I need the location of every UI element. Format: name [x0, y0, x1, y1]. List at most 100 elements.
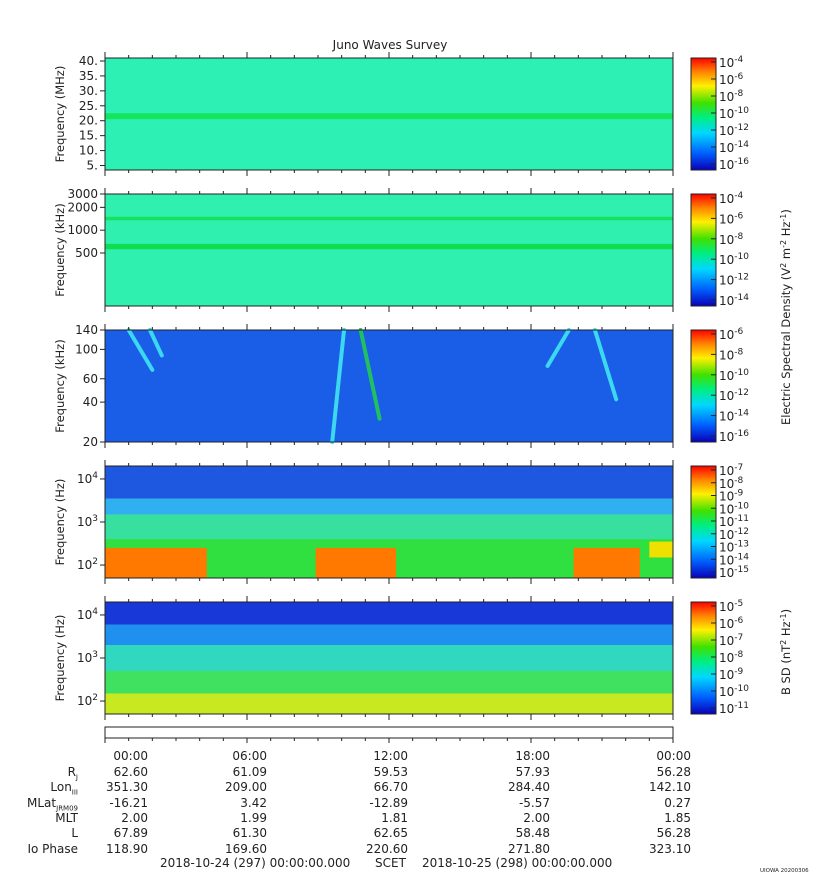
ephemeris-value: 61.30 — [232, 826, 267, 841]
colorbar-tick-label: 10-11 — [719, 701, 749, 716]
y-tick-label: 20. — [79, 114, 98, 128]
y-tick-label: 2000 — [67, 200, 98, 214]
ephemeris-row-label: L — [71, 826, 78, 841]
footer-end: 2018-10-25 (298) 00:00:00.000 — [422, 856, 613, 870]
spectral-band — [105, 113, 673, 120]
emission-segment — [315, 547, 397, 578]
y-axis-label: Frequency (kHz) — [53, 339, 67, 432]
spectral-band — [105, 624, 673, 646]
colorbar-tick-label: 10-8 — [719, 89, 744, 104]
colorbar-4: 10-710-810-910-1010-1110-1210-1310-1410-… — [690, 463, 749, 580]
colorbar-tick-label: 10-8 — [719, 347, 744, 362]
radio-emission-arc — [358, 328, 382, 421]
y-tick-label: 103 — [77, 650, 98, 665]
colorbar-2: 10-4 10-6 10-8 10-10 10-12 10-14 — [690, 191, 749, 308]
colorbar-tick-label: 10-10 — [719, 368, 749, 383]
ephemeris-value: -5.57 — [518, 795, 550, 810]
ephemeris-value: 2.00 — [121, 810, 148, 825]
magnetic-colorbar-label: B SD (nT2 Hz-1) — [779, 609, 794, 695]
colorbar-tick-label: 10-12 — [719, 388, 749, 403]
colorbar-tick-label: 10-6 — [719, 616, 744, 631]
y-tick-label: 25. — [79, 99, 98, 113]
panel-background — [105, 194, 673, 306]
y-tick-label: 20 — [83, 435, 98, 449]
colorbar-tick-label: 10-16 — [719, 157, 749, 172]
spectrogram-panel-1: 5.10.15.20.25.30.35.40. Frequency (MHz) 10… — [53, 52, 749, 176]
colorbar-tick-label: 10-8 — [719, 476, 744, 491]
ephemeris-row-label: RJ — [67, 765, 78, 782]
colorbar-gradient — [690, 601, 717, 715]
colorbar-tick-label: 10-4 — [719, 55, 744, 70]
ephemeris-value: 62.65 — [373, 826, 408, 841]
y-tick-label: 35. — [79, 69, 98, 83]
spectral-band — [105, 645, 673, 671]
y-tick-label: 10. — [79, 144, 98, 158]
colorbar-1: 10-4 10-6 10-8 10-10 10-12 10-14 10-16 — [690, 55, 749, 172]
ephemeris-value: 62.60 — [113, 765, 148, 779]
radio-emission-arc — [126, 328, 155, 372]
y-axis-label: Frequency (Hz) — [53, 615, 67, 702]
colorbar-gradient — [690, 193, 717, 307]
y-tick-label: 1000 — [67, 223, 98, 237]
colorbar-tick-label: 10-14 — [719, 293, 749, 308]
colorbar-tick-label: 10-6 — [719, 211, 744, 226]
colorbar-tick-label: 10-16 — [719, 429, 749, 444]
y-tick-label: 500 — [75, 246, 98, 260]
ephemeris-row-label: MLatJRM09 — [27, 795, 78, 812]
spectral-band — [105, 514, 673, 540]
colorbar-tick-label: 10-7 — [719, 463, 743, 478]
y-axis-label: Frequency (Hz) — [53, 479, 67, 566]
emission-segment — [105, 547, 207, 578]
colorbar-tick-label: 10-8 — [719, 232, 744, 247]
spectral-band — [105, 602, 673, 625]
ephemeris-value: 56.28 — [656, 765, 691, 779]
ephemeris-value: 351.30 — [106, 780, 148, 795]
spectral-band — [105, 670, 673, 694]
colorbar-tick-label: 10-5 — [719, 599, 743, 614]
ephemeris-value: 1.85 — [664, 810, 691, 825]
ephemeris-value: -12.89 — [369, 795, 408, 810]
y-tick-label: 40. — [79, 54, 98, 68]
y-axis-label: Frequency (MHz) — [53, 66, 67, 163]
time-axis-strip — [104, 726, 674, 739]
ephemeris-value: 284.40 — [508, 780, 550, 795]
spectral-band — [105, 243, 673, 250]
ephemeris-row-label: LonIII — [50, 780, 78, 797]
y-tick-label: 104 — [77, 607, 98, 622]
ephemeris-value: 66.70 — [373, 780, 408, 795]
colorbar-3: 10-6 10-8 10-10 10-12 10-14 10-16 — [690, 327, 749, 444]
footer-scet: SCET — [375, 856, 406, 870]
emission-segment — [573, 547, 640, 578]
colorbar-tick-label: 10-10 — [719, 252, 749, 267]
spectral-band — [105, 498, 673, 515]
ephemeris-value: 118.90 — [106, 841, 148, 856]
y-tick-label: 103 — [77, 514, 98, 529]
spectrogram-panel-3: 140 100 60 40 20 Frequency (kHz) 10-6 10-8 10-10… — [53, 323, 749, 449]
ephemeris-value: 323.10 — [649, 841, 691, 856]
time-tick-label: 00:00 — [113, 749, 148, 763]
spectral-band — [105, 216, 673, 221]
ephemeris-row-label: Io Phase — [27, 841, 78, 856]
colorbar-tick-label: 10-4 — [719, 191, 744, 206]
footer-start: 2018-10-24 (297) 00:00:00.000 — [160, 856, 351, 870]
y-tick-label: 5. — [87, 159, 98, 173]
colorbar-tick-label: 10-12 — [719, 527, 749, 542]
ephemeris-value: 169.60 — [225, 841, 267, 856]
ephemeris-value: 56.28 — [656, 826, 691, 841]
colorbar-tick-label: 10-14 — [719, 552, 749, 567]
colorbar-tick-label: 10-15 — [719, 565, 749, 580]
y-tick-label: 15. — [79, 129, 98, 143]
colorbar-tick-label: 10-12 — [719, 273, 749, 288]
colorbar-gradient — [690, 57, 717, 171]
y-axis-label: Frequency (kHz) — [53, 203, 67, 296]
y-tick-label: 104 — [77, 471, 98, 486]
ephemeris-value: 271.80 — [508, 841, 550, 856]
colorbar-tick-label: 10-10 — [719, 106, 749, 121]
colorbar-tick-label: 10-10 — [719, 501, 749, 516]
ephemeris-value: 61.09 — [232, 765, 267, 779]
y-tick-label: 30. — [79, 84, 98, 98]
ephemeris-value: 209.00 — [225, 780, 267, 795]
